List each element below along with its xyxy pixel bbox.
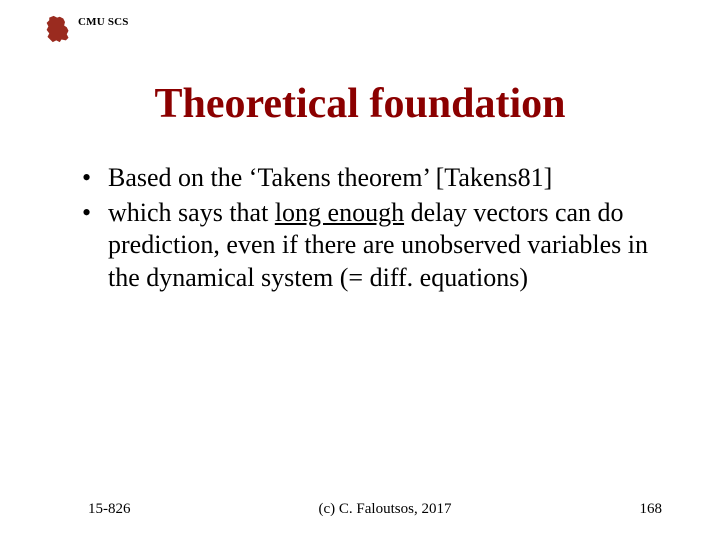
footer-copyright: (c) C. Faloutsos, 2017: [319, 501, 452, 518]
bullet-list: Based on the ‘Takens theorem’ [Takens81]…: [82, 162, 650, 294]
slide-header: CMU SCS: [44, 14, 680, 44]
institution-label: CMU SCS: [78, 16, 129, 28]
slide: CMU SCS Theoretical foundation Based on …: [0, 0, 720, 540]
footer-page-number: 168: [639, 501, 662, 518]
footer-course-number: 15-826: [88, 501, 131, 518]
bullet-item: Based on the ‘Takens theorem’ [Takens81]: [82, 162, 650, 195]
slide-footer: 15-826 (c) C. Faloutsos, 2017 168: [0, 501, 720, 518]
slide-title: Theoretical foundation: [40, 80, 680, 128]
bullet-item: which says that long enough delay vector…: [82, 197, 650, 295]
scotty-dog-logo-icon: [44, 14, 72, 44]
